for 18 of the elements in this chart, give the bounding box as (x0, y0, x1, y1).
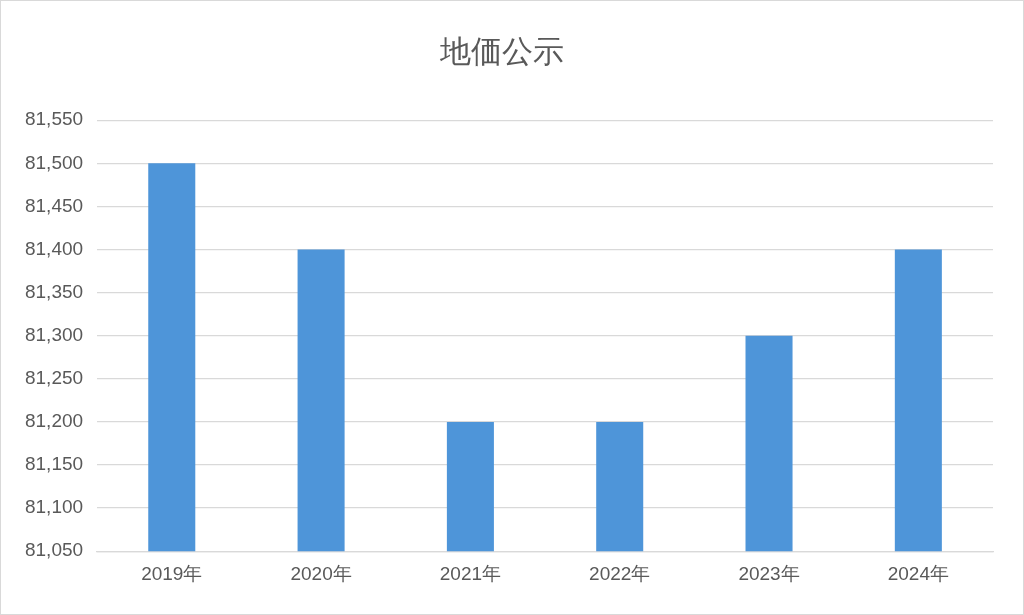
y-tick-label: 81,050 (24, 539, 84, 561)
x-tick-label: 2024年 (887, 562, 949, 584)
y-tick-label: 81,500 (24, 151, 84, 173)
y-tick-label: 81,450 (24, 194, 84, 216)
x-tick-label: 2023年 (738, 562, 800, 584)
y-tick-label: 81,350 (24, 280, 84, 302)
y-tick-label: 81,200 (24, 410, 84, 432)
x-tick-label: 2020年 (290, 562, 352, 584)
y-tick-label: 81,400 (24, 237, 84, 259)
y-tick-label: 81,150 (24, 453, 84, 475)
x-tick-label: 2019年 (141, 562, 203, 584)
x-tick-label: 2021年 (439, 562, 502, 584)
x-tick-label: 2022年 (589, 562, 651, 584)
y-tick-label: 81,250 (24, 367, 84, 389)
y-tick-label: 81,300 (24, 323, 84, 345)
y-tick-label: 81,550 (24, 108, 84, 130)
chart-title: 地価公示 (439, 32, 564, 69)
y-tick-label: 81,100 (24, 496, 84, 518)
